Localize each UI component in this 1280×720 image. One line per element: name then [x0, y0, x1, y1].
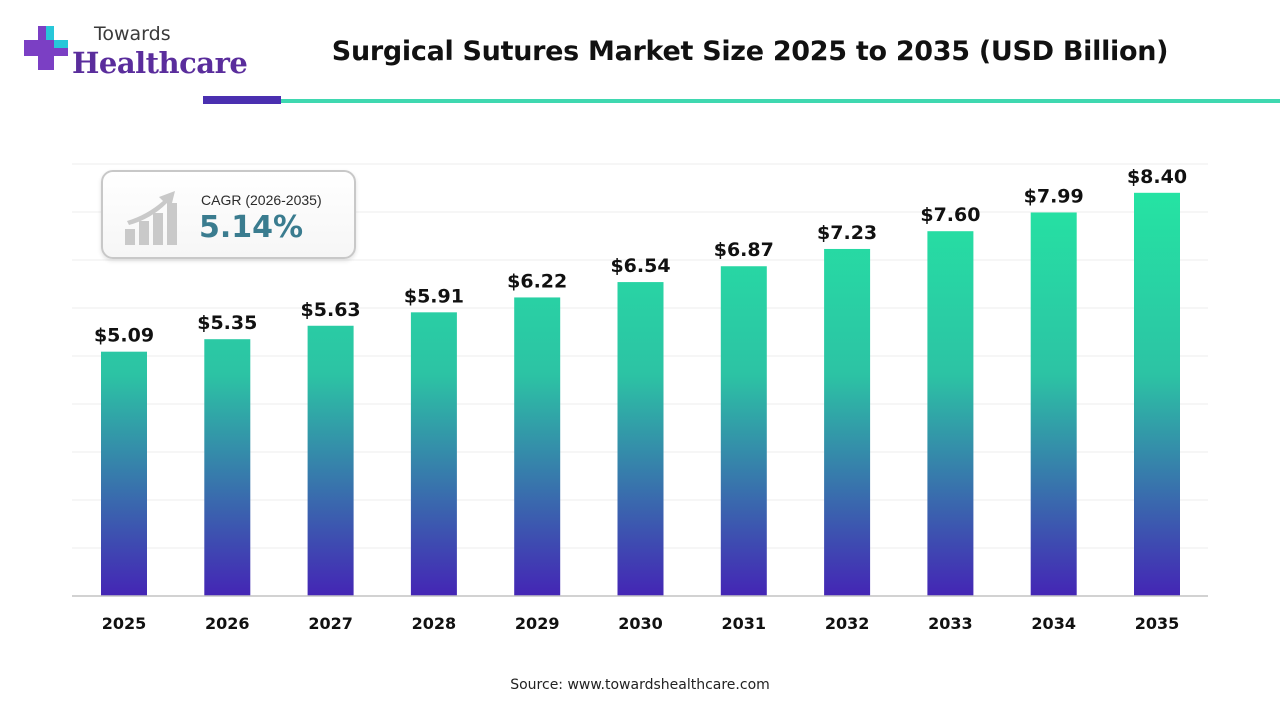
data-label-2026: $5.35: [197, 312, 257, 334]
x-tick-label-2026: 2026: [205, 614, 250, 633]
bar-2029: [514, 297, 561, 596]
bar-2033: [927, 231, 974, 596]
cagr-label: CAGR (2026-2035): [201, 192, 322, 208]
title-rule: [281, 99, 1280, 103]
x-tick-label-2035: 2035: [1135, 614, 1180, 633]
bar-2025: [101, 351, 147, 596]
cagr-value: 5.14%: [199, 210, 304, 245]
bar-2027: [307, 325, 354, 596]
data-label-2028: $5.91: [404, 285, 464, 307]
cagr-box: CAGR (2026-2035) 5.14%: [101, 170, 356, 259]
data-label-2032: $7.23: [817, 222, 877, 244]
medical-cross-icon: [24, 26, 68, 70]
bar-2028: [410, 312, 457, 596]
bar-2032: [824, 248, 871, 596]
bar-2031: [720, 266, 767, 596]
data-label-2030: $6.54: [610, 255, 670, 277]
bar-2034: [1030, 212, 1077, 597]
data-label-2025: $5.09: [94, 325, 154, 347]
brand-name-small: Towards: [94, 23, 171, 45]
bar-2030: [617, 282, 664, 596]
bar-2026: [204, 339, 251, 596]
bar-2035: [1134, 192, 1180, 597]
x-tick-label-2030: 2030: [618, 614, 663, 633]
data-label-2033: $7.60: [920, 204, 980, 226]
source-note: Source: www.towardshealthcare.com: [510, 677, 770, 693]
data-label-2031: $6.87: [714, 239, 774, 261]
x-tick-label-2025: 2025: [102, 614, 147, 633]
x-tick-label-2034: 2034: [1031, 614, 1076, 633]
x-tick-label-2027: 2027: [308, 614, 353, 633]
data-label-2027: $5.63: [301, 299, 361, 321]
title-rule-accent: [203, 96, 281, 104]
data-label-2029: $6.22: [507, 270, 567, 292]
chart-title: Surgical Sutures Market Size 2025 to 203…: [331, 36, 1169, 67]
brand-name-big: Healthcare: [72, 46, 248, 80]
data-label-2034: $7.99: [1024, 185, 1084, 207]
brand-logo: Towards Healthcare: [20, 20, 260, 84]
growth-chart-icon: [125, 191, 177, 245]
data-label-2035: $8.40: [1127, 166, 1187, 188]
x-tick-label-2029: 2029: [515, 614, 560, 633]
x-tick-label-2028: 2028: [412, 614, 457, 633]
x-tick-label-2031: 2031: [722, 614, 767, 633]
x-tick-label-2032: 2032: [825, 614, 870, 633]
x-tick-label-2033: 2033: [928, 614, 973, 633]
